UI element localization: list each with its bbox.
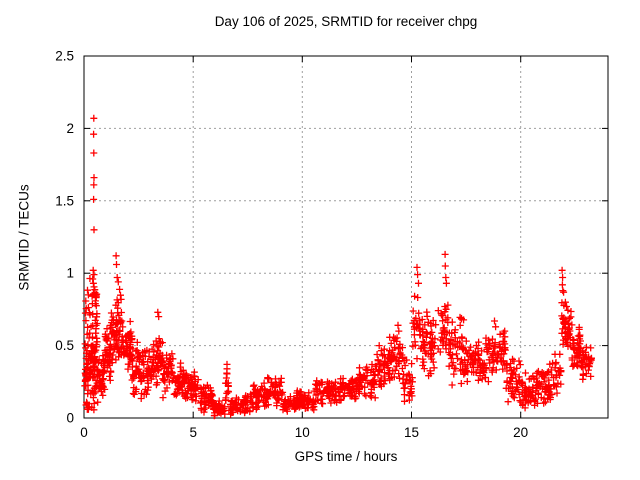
tick-labels: 0 5 10 15 20 0 0.5 1 1.5 2 2.5 bbox=[55, 49, 528, 441]
y-tick-label: 1.5 bbox=[55, 193, 74, 208]
y-tick-label: 2.5 bbox=[55, 49, 74, 64]
x-tick-label: 0 bbox=[80, 425, 88, 440]
x-tick-label: 20 bbox=[513, 425, 528, 440]
y-tick-label: 0.5 bbox=[55, 338, 74, 353]
x-tick-label: 5 bbox=[189, 425, 197, 440]
x-tick-label: 10 bbox=[295, 425, 310, 440]
data-points bbox=[81, 114, 595, 420]
x-tick-label: 15 bbox=[404, 425, 419, 440]
chart-title: Day 106 of 2025, SRMTID for receiver chp… bbox=[214, 14, 478, 29]
y-axis-label: SRMTID / TECUs bbox=[16, 184, 32, 291]
y-tick-label: 2 bbox=[66, 121, 74, 136]
x-axis-label: GPS time / hours bbox=[294, 449, 398, 464]
plot-border bbox=[83, 55, 609, 419]
grid-lines bbox=[84, 56, 608, 418]
y-tick-label: 0 bbox=[66, 411, 74, 426]
tick-marks bbox=[83, 55, 608, 419]
y-tick-label: 1 bbox=[66, 266, 74, 281]
